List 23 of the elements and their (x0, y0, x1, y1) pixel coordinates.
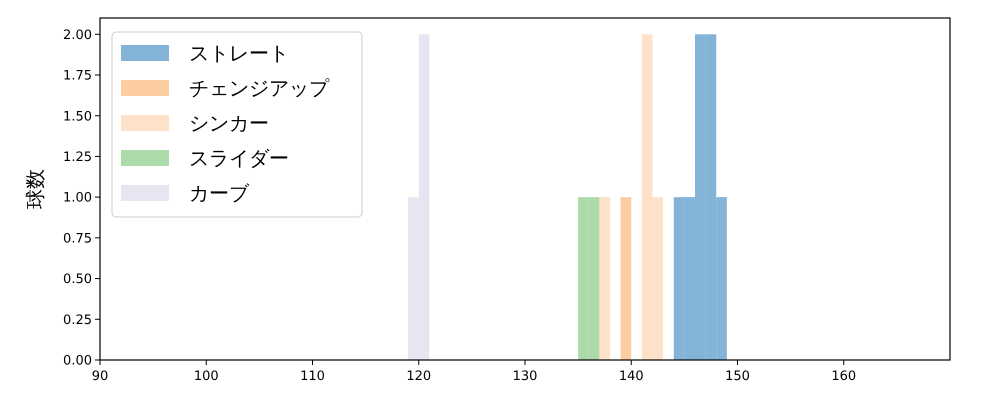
y-tick-label: 1.00 (63, 190, 92, 206)
x-tick-label: 120 (406, 369, 432, 384)
legend-label: シンカー (189, 111, 269, 135)
legend-label: ストレート (189, 41, 289, 65)
legend-label: カーブ (189, 181, 250, 205)
y-tick-label: 1.50 (63, 109, 92, 124)
y-tick-label: 1.25 (63, 150, 92, 165)
y-tick-label: 0.50 (63, 272, 92, 288)
y-axis-title: 球数 (23, 169, 47, 209)
legend-label: チェンジアップ (189, 76, 330, 100)
x-tick-label: 100 (194, 369, 219, 384)
legend-label: スライダー (189, 146, 289, 170)
x-tick-label: 90 (92, 369, 108, 384)
x-tick-label: 140 (618, 369, 644, 384)
x-tick-label: 150 (725, 369, 750, 384)
y-tick-label: 0.25 (63, 312, 92, 328)
x-tick-label: 130 (512, 369, 538, 384)
x-tick-label: 160 (831, 369, 856, 384)
y-tick-label: 1.75 (63, 68, 92, 84)
y-tick-label: 2.00 (63, 28, 92, 43)
x-tick-label: 110 (300, 369, 325, 384)
y-tick-label: 0.00 (63, 354, 92, 369)
y-tick-label: 0.75 (63, 231, 92, 246)
